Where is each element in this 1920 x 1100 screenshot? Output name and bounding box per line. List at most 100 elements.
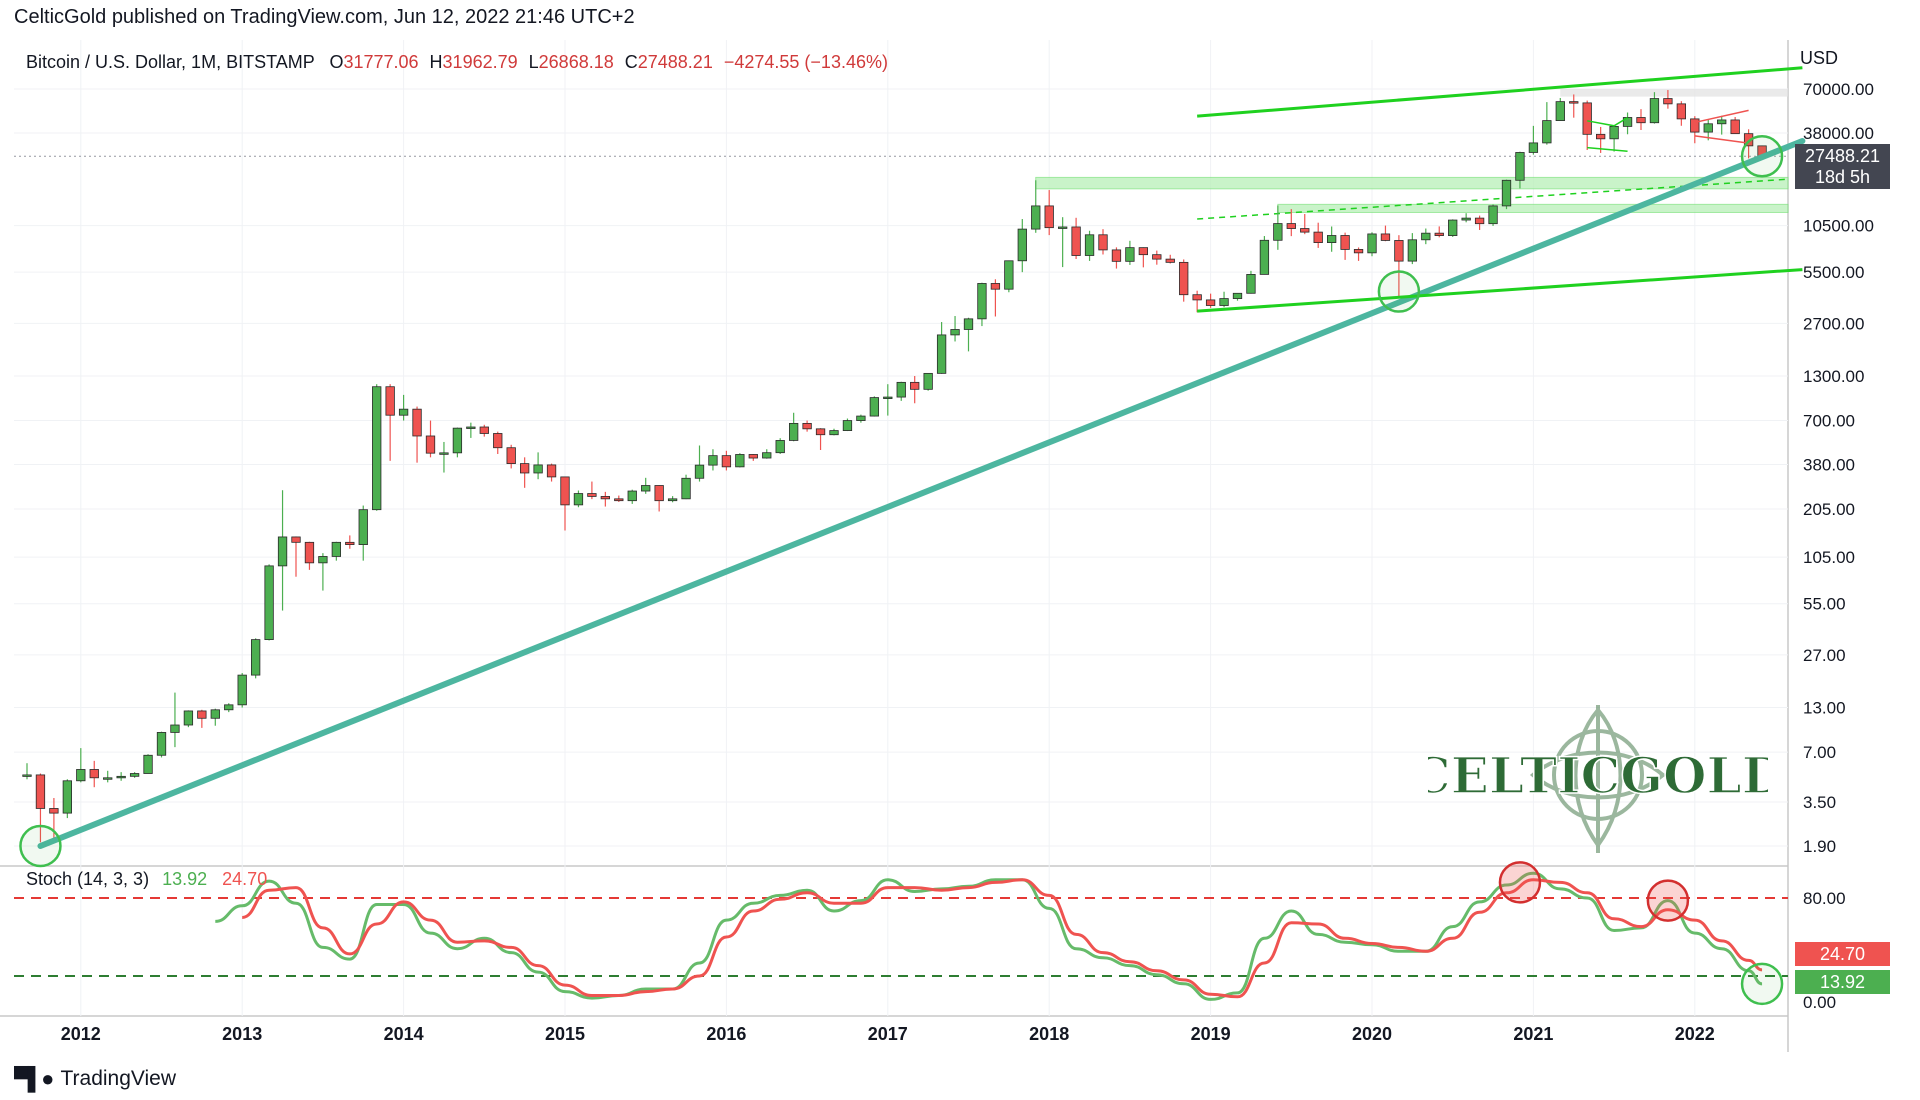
candle-body xyxy=(1165,258,1175,263)
candle-body xyxy=(1582,102,1592,135)
logo-lettering: CELTICGOLD xyxy=(1428,746,1768,805)
candle-body xyxy=(1703,123,1713,133)
price-tick-label: 205.00 xyxy=(1803,500,1855,519)
candle-body xyxy=(708,455,718,466)
candle-body xyxy=(910,381,920,390)
candle-body xyxy=(1367,233,1377,254)
candle-body xyxy=(398,408,409,416)
candle-body xyxy=(210,709,220,719)
tradingview-wordmark: TradingView xyxy=(60,1067,177,1090)
candle-body xyxy=(1380,233,1391,241)
candle-body xyxy=(614,498,624,502)
tradingview-logo[interactable]: ▀▌● TradingView xyxy=(14,1066,176,1092)
candle-body xyxy=(627,490,637,502)
candle-body xyxy=(264,565,274,641)
candle-body xyxy=(331,541,342,557)
candle-body xyxy=(1353,249,1364,254)
highlight-circle xyxy=(19,824,62,868)
candle-body xyxy=(372,386,382,511)
candle-body xyxy=(1058,226,1068,229)
candle-body xyxy=(1031,205,1041,230)
price-tick-label: 13.00 xyxy=(1803,699,1846,718)
time-tick-label: 2021 xyxy=(1513,1024,1553,1044)
candle-body xyxy=(1555,101,1565,121)
candle-body xyxy=(35,774,46,809)
candle-body xyxy=(1138,247,1148,256)
stoch-legend: Stoch (14, 3, 3) 13.92 24.70 xyxy=(26,869,267,890)
tradingview-mark-icon: ▀▌● xyxy=(14,1066,54,1091)
attribution-text: CelticGold published on TradingView.com,… xyxy=(14,6,635,28)
candle-body xyxy=(1192,294,1202,301)
candle-body xyxy=(1044,205,1054,229)
candle-body xyxy=(1246,274,1256,294)
stoch-label: Stoch (14, 3, 3) xyxy=(26,869,150,889)
price-tick-label: 10500.00 xyxy=(1803,217,1874,236)
candle-body xyxy=(129,773,140,777)
time-tick-label: 2020 xyxy=(1352,1024,1392,1044)
candle-body xyxy=(1474,217,1485,225)
candle-body xyxy=(977,283,987,320)
candle-body xyxy=(103,777,113,780)
candle-body xyxy=(1071,226,1081,256)
price-tick-label: 1300.00 xyxy=(1803,367,1864,386)
price-tick-label: 700.00 xyxy=(1803,412,1855,431)
candle-body xyxy=(923,372,933,390)
candle-body xyxy=(1663,98,1673,105)
time-tick-label: 2016 xyxy=(706,1024,746,1044)
candle-body xyxy=(869,397,879,417)
candle-body xyxy=(1569,101,1579,104)
stoch-k-value: 13.92 xyxy=(162,869,208,889)
candle-body xyxy=(1327,235,1337,244)
high-value: 31962.79 xyxy=(442,52,518,72)
candle-body xyxy=(1488,205,1498,225)
candle-body xyxy=(856,415,866,421)
candle-body xyxy=(721,455,732,468)
time-tick-label: 2022 xyxy=(1675,1024,1715,1044)
candle-body xyxy=(1273,223,1283,241)
candle-body xyxy=(748,454,758,459)
price-tick-label: 380.00 xyxy=(1803,456,1855,475)
low-value: 26868.18 xyxy=(538,52,614,72)
candle-body xyxy=(76,769,86,782)
candle-body xyxy=(1730,119,1740,135)
candle-body xyxy=(1152,254,1162,260)
time-tick-label: 2012 xyxy=(61,1024,101,1044)
candle-body xyxy=(1515,152,1525,181)
candle-body xyxy=(1717,119,1727,125)
candle-body xyxy=(667,498,678,502)
candle-body xyxy=(385,386,395,416)
time-tick-label: 2017 xyxy=(868,1024,908,1044)
candle-body xyxy=(1179,261,1189,296)
symbol-legend: Bitcoin / U.S. Dollar, 1M, BITSTAMP O317… xyxy=(26,52,888,73)
candle-body xyxy=(1649,98,1660,124)
candle-body xyxy=(641,485,651,492)
candle-body xyxy=(62,780,72,814)
price-tick-label: 3.50 xyxy=(1803,793,1836,812)
candle-body xyxy=(1394,240,1404,262)
price-tick-label: 7.00 xyxy=(1803,743,1836,762)
support-zone xyxy=(1560,89,1788,97)
candle-body xyxy=(493,433,503,449)
time-tick-label: 2013 xyxy=(222,1024,262,1044)
candle-body xyxy=(1622,117,1633,127)
candle-body xyxy=(1286,223,1296,229)
candle-body xyxy=(1125,247,1135,262)
candle-body xyxy=(963,318,974,330)
time-tick-label: 2014 xyxy=(384,1024,424,1044)
symbol-name: Bitcoin / U.S. Dollar, 1M, BITSTAMP xyxy=(26,52,315,72)
candle-body xyxy=(237,674,247,706)
candle-body xyxy=(560,476,570,506)
oversold-signal-circle xyxy=(1740,962,1784,1006)
candle-body xyxy=(735,454,745,468)
stoch-k-tag: 13.92 xyxy=(1795,970,1890,994)
candle-body xyxy=(546,464,557,478)
channel-line xyxy=(1197,66,1803,118)
long-term-trendline xyxy=(37,137,1806,849)
candle-body xyxy=(412,408,422,437)
overbought-signal-circle xyxy=(1498,861,1542,904)
candle-body xyxy=(1448,219,1458,236)
candle-body xyxy=(439,452,449,455)
time-tick-label: 2019 xyxy=(1191,1024,1231,1044)
candle-body xyxy=(1596,133,1606,140)
